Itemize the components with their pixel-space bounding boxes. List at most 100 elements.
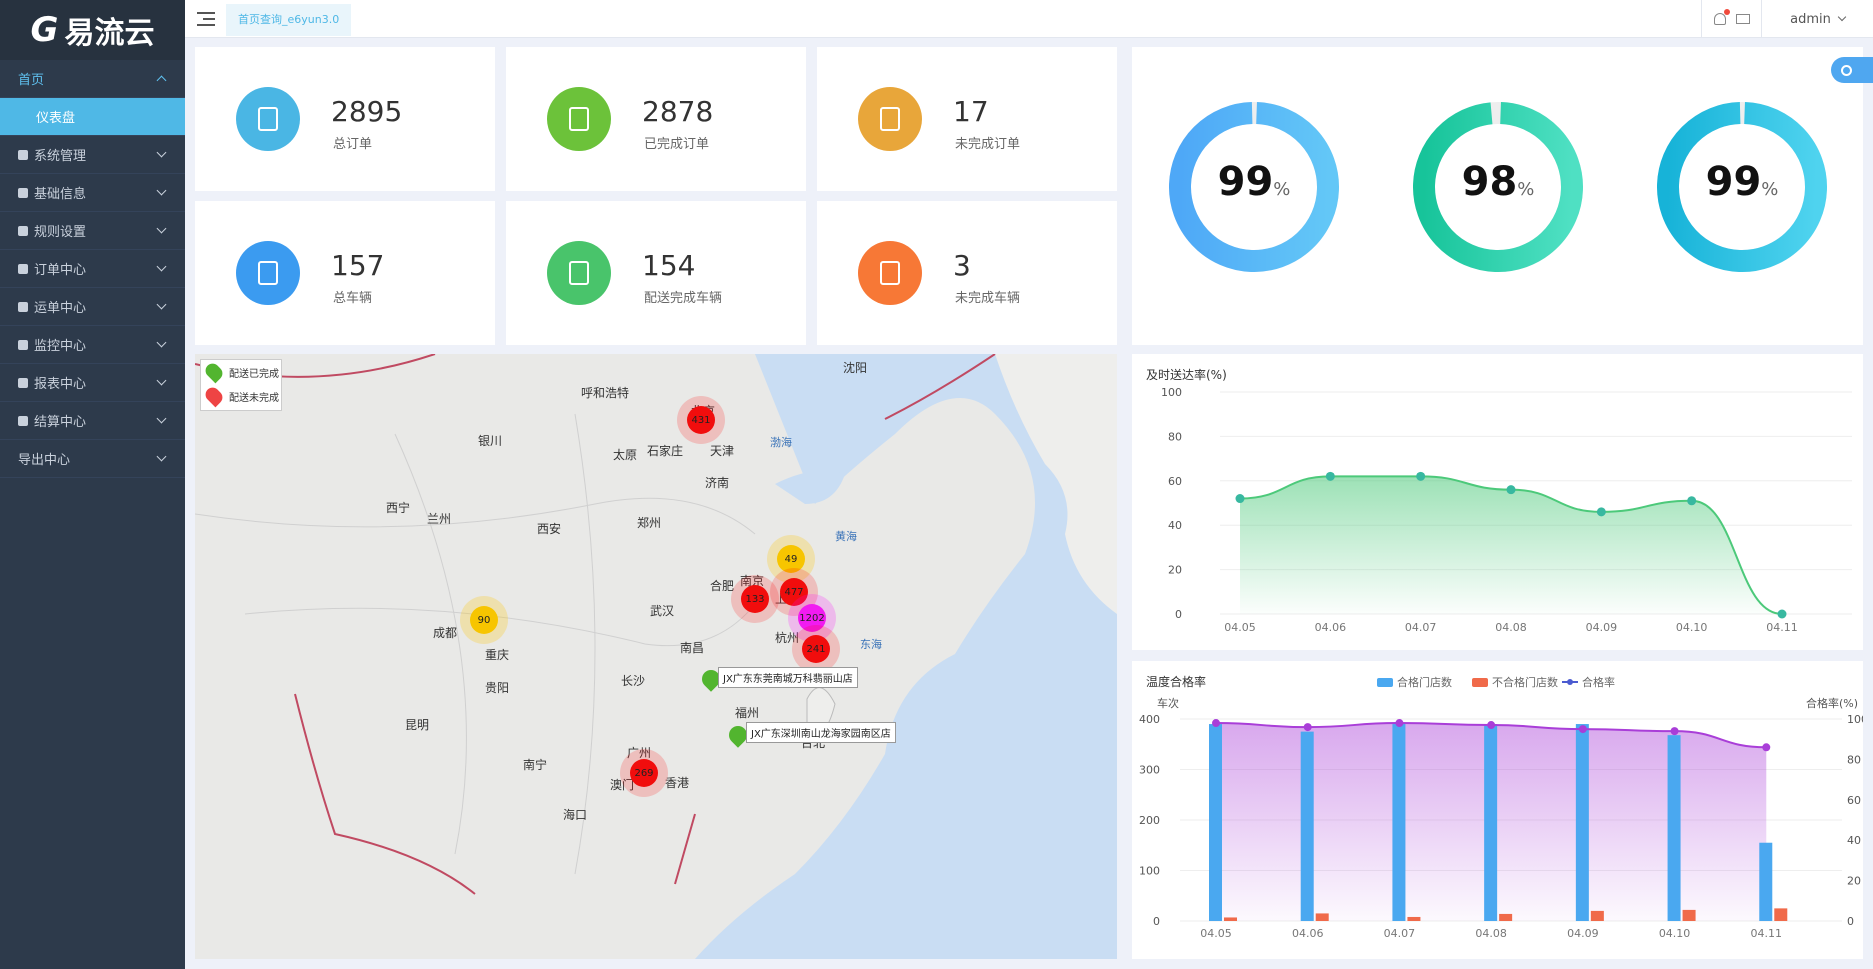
stat-card-5[interactable]: 3 未完成车辆 (817, 201, 1117, 345)
sidebar-item-5[interactable]: 订单中心 (0, 250, 185, 288)
map-cluster[interactable]: 1202 (788, 594, 836, 642)
sidebar-item-8[interactable]: 报表中心 (0, 364, 185, 402)
logo[interactable]: G 易流云 (0, 0, 185, 60)
line-point[interactable] (1777, 609, 1787, 619)
tab-home-query[interactable]: 首页查询_e6yun3.0 (226, 4, 352, 36)
chevron-icon (156, 261, 167, 272)
sidebar-item-label: 系统管理 (34, 149, 87, 164)
topbar-actions: admin (1701, 0, 1873, 38)
map-cluster[interactable]: 133 (731, 575, 779, 623)
notifications[interactable] (1701, 0, 1761, 38)
map-city-label: 太原 (613, 448, 638, 462)
legend-swatch[interactable] (1567, 679, 1573, 685)
rate-point[interactable] (1487, 721, 1496, 730)
legend-swatch[interactable] (1472, 678, 1488, 687)
temperature-bar-chart: 0 100 200 300 400 0 20 40 60 80 100 车次 合格率(%) 04.05 04… (1139, 675, 1863, 940)
bar-unqualified[interactable] (1315, 913, 1329, 921)
y-right-tick-label: 0 (1847, 915, 1854, 928)
sidebar-item-label: 规则设置 (34, 225, 87, 240)
rate-point[interactable] (1762, 743, 1771, 752)
bar-qualified[interactable] (1667, 735, 1681, 921)
mail-icon[interactable] (1735, 14, 1750, 24)
legend-label: 不合格门店数 (1492, 675, 1558, 689)
line-point[interactable] (1596, 507, 1606, 517)
bar-unqualified[interactable] (1774, 908, 1788, 921)
map-city-label: 福州 (735, 706, 760, 720)
sidebar-item-label: 订单中心 (34, 263, 87, 278)
sidebar: G 易流云 首页 仪表盘系统管理基础信息规则设置订单中心运单中心 监控中心 报表中心结… (0, 0, 185, 969)
bar-qualified[interactable] (1209, 724, 1222, 921)
bar-unqualified[interactable] (1590, 910, 1604, 921)
bar-qualified[interactable] (1484, 724, 1498, 921)
stat-card-1[interactable]: 2878 已完成订单 (506, 47, 806, 191)
sidebar-item-2[interactable]: 系统管理 (0, 136, 185, 174)
logo-text: 易流云 (64, 16, 155, 51)
rate-point[interactable] (1395, 719, 1404, 728)
stat-card-3[interactable]: 157 总车辆 (195, 201, 495, 345)
chevron-icon (156, 147, 167, 158)
user-menu[interactable]: admin (1761, 0, 1873, 38)
sidebar-item-label: 导出中心 (18, 453, 71, 468)
bar-qualified[interactable] (1392, 724, 1406, 921)
bar-unqualified[interactable] (1682, 909, 1696, 921)
sidebar-item-10[interactable]: 导出中心 (0, 440, 185, 478)
map-sea-label: 黄海 (835, 530, 857, 543)
map-city-label: 武汉 (650, 604, 675, 618)
stat-card-0[interactable]: 2895 总订单 (195, 47, 495, 191)
line-point[interactable] (1687, 496, 1697, 506)
map-marker-label: JX广东深圳南山龙海家园南区店 (746, 722, 896, 743)
sidebar-item-4[interactable]: 规则设置 (0, 212, 185, 250)
map-city-label: 香港 (665, 776, 690, 790)
bar-qualified[interactable] (1300, 731, 1314, 921)
line-point[interactable] (1235, 494, 1245, 504)
sidebar-item-label: 结算中心 (34, 415, 87, 430)
x-tick-label: 04.11 (1751, 927, 1783, 940)
map-city-label: 郑州 (637, 516, 662, 530)
menu-item-icon (18, 187, 28, 198)
legend-swatch[interactable] (1377, 678, 1393, 687)
temperature-chart-panel: 温度合格率 0100200300400020406080100车次合格率(%)0… (1132, 661, 1863, 959)
rate-point[interactable] (1578, 725, 1587, 734)
document-icon (236, 87, 300, 151)
x-tick-label: 04.08 (1475, 927, 1507, 940)
rate-point[interactable] (1670, 727, 1679, 736)
line-point[interactable] (1506, 485, 1516, 495)
sidebar-item-1[interactable]: 仪表盘 (0, 98, 185, 136)
bell-icon[interactable] (1713, 9, 1730, 25)
bar-qualified[interactable] (1759, 842, 1773, 921)
legend-label: 配送已完成 (229, 368, 279, 380)
sidebar-item-6[interactable]: 运单中心 (0, 288, 185, 326)
menu-item-icon (18, 263, 28, 274)
stat-value: 2895 (331, 95, 403, 128)
menu-toggle-icon[interactable] (197, 10, 217, 28)
sidebar-item-9[interactable]: 结算中心 (0, 402, 185, 440)
bar-qualified[interactable] (1575, 724, 1589, 921)
search-button[interactable] (1831, 57, 1873, 83)
stat-card-4[interactable]: 154 配送完成车辆 (506, 201, 806, 345)
stat-card-2[interactable]: 17 未完成订单 (817, 47, 1117, 191)
bar-unqualified[interactable] (1407, 916, 1421, 921)
bar-unqualified[interactable] (1499, 913, 1513, 921)
rate-point[interactable] (1303, 723, 1312, 732)
map-cluster[interactable]: 90 (460, 596, 508, 644)
map-city-label: 南昌 (680, 641, 705, 655)
rate-panel: 99%订单完成率98%车辆完成率99%好评率 (1132, 47, 1863, 376)
stat-label: 未完成订单 (955, 137, 1021, 152)
map-cluster[interactable]: 241 (792, 625, 840, 673)
line-point[interactable] (1325, 471, 1335, 481)
bar-unqualified[interactable] (1224, 917, 1237, 921)
map-cluster[interactable]: 49 (767, 535, 815, 583)
line-point[interactable] (1416, 471, 1426, 481)
y-tick-label: 200 (1139, 814, 1160, 827)
y-axis-label: 车次 (1157, 696, 1179, 710)
map-cluster[interactable]: 269 (620, 749, 668, 797)
map-cluster[interactable]: 431 (677, 396, 725, 444)
sidebar-item-3[interactable]: 基础信息 (0, 174, 185, 212)
delivery-map[interactable]: 呼和浩特沈阳北京天津银川太原石家庄济南西宁兰州西安郑州合肥南京上海武汉杭州成都重… (195, 354, 1117, 959)
sidebar-item-0[interactable]: 首页 (0, 60, 185, 98)
sidebar-item-7[interactable]: 监控中心 (0, 326, 185, 364)
rate-point[interactable] (1212, 719, 1220, 728)
stat-label: 未完成车辆 (955, 291, 1021, 306)
truck-minus-icon (858, 241, 922, 305)
y-right-axis-label: 合格率(%) (1806, 696, 1858, 710)
